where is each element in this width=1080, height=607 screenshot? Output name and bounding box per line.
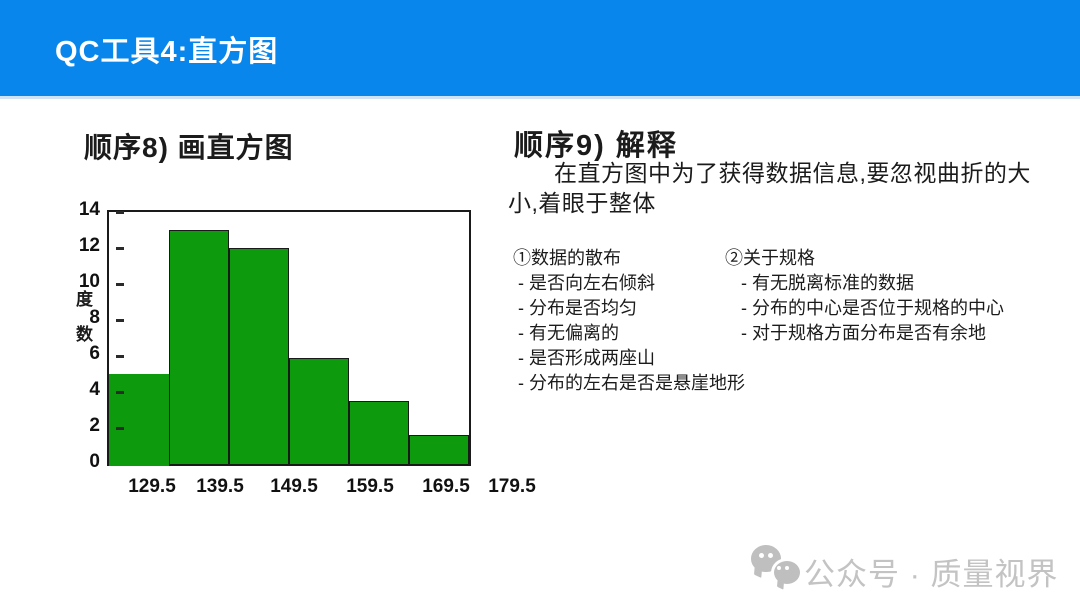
y-axis-tick-labels: 0 2 4 6 8 10 12 14 [52,199,100,472]
list-item: - 是否形成两座山 [518,348,655,368]
x-tick-label: 129.5 [128,476,176,497]
x-axis-tick-labels: 129.5 139.5 149.5 159.5 169.5 179.5 [107,476,537,502]
data-spread-list: ①数据的散布 - 是否向左右倾斜 - 分布是否均匀 - 有无偏离的 - 是否形成两座山… [513,246,763,396]
list-title: ①数据的散布 [513,248,621,268]
list-item: - 分布的左右是否是悬崖地形 [518,373,745,393]
x-tick-label: 179.5 [488,476,536,497]
list-items: - 有无脱离标准的数据 - 分布的中心是否位于规格的中心 - 对于规格方面分布是否有… [725,271,1030,346]
x-tick-label: 149.5 [270,476,318,497]
list-item: - 有无偏离的 [518,323,619,343]
y-tick-label: 12 [78,235,100,256]
page-title: QC工具4:直方图 [55,36,279,68]
y-tick-mark [116,211,124,214]
wechat-logo-icon [751,542,803,592]
histogram-plot-area [107,210,471,466]
histogram-bar [409,435,469,464]
x-tick-label: 159.5 [346,476,394,497]
chat-bubble-small [771,558,803,587]
y-tick-label: 2 [89,415,100,436]
list-item: - 分布是否均匀 [518,298,637,318]
y-axis-label: 度数 [73,290,92,360]
specification-list: ②关于规格 - 有无脱离标准的数据 - 分布的中心是否位于规格的中心 - 对于规格方… [725,246,1030,346]
x-tick-label: 169.5 [422,476,470,497]
y-tick-label: 10 [78,271,100,292]
y-tick-mark [116,247,124,250]
y-tick-mark [116,355,124,358]
list-item: - 是否向左右倾斜 [518,273,655,293]
histogram-bar [349,401,409,464]
right-section-heading: 顺序9) 解释 [514,130,678,162]
bubble-tail [777,579,784,590]
watermark-text: 公众号 · 质量视界 [804,557,1059,592]
bubble-eye [777,566,781,570]
list-item: - 对于规格方面分布是否有余地 [741,323,986,343]
y-tick-label: 8 [89,307,100,328]
histogram-bar [229,248,289,464]
list-title: ②关于规格 [725,248,815,268]
left-section-heading: 顺序8) 画直方图 [84,132,294,163]
bubble-eye [759,553,764,558]
histogram-bar [169,230,229,464]
list-item: - 有无脱离标准的数据 [741,273,914,293]
interpretation-paragraph: 在直方图中为了获得数据信息,要忽视曲折的大小,着眼于整体 [508,160,1031,216]
y-tick-mark [116,391,124,394]
x-tick-label: 139.5 [196,476,244,497]
y-tick-label: 4 [89,379,100,400]
y-tick-label: 6 [89,343,100,364]
list-item: - 分布的中心是否位于规格的中心 [741,298,1004,318]
y-tick-label: 14 [78,199,100,220]
y-tick-mark [116,319,124,322]
y-tick-mark [116,427,124,430]
histogram-bar [289,357,349,464]
bubble-eye [768,553,773,558]
y-tick-label: 0 [89,451,100,472]
list-items: - 是否向左右倾斜 - 分布是否均匀 - 有无偏离的 - 是否形成两座山 - 分布的左右… [513,271,763,396]
bubble-eye [785,566,789,570]
header-bar: QC工具4:直方图 [0,0,1080,99]
y-tick-mark [116,283,124,286]
histogram-bar [109,374,169,466]
